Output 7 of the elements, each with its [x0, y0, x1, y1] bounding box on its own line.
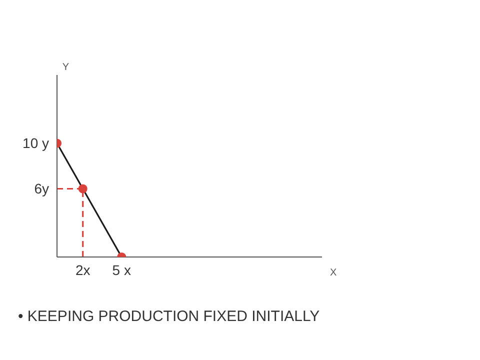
y-tick-label: 10 y — [22, 135, 49, 152]
y-axis-title: Y — [62, 62, 70, 74]
y-tick-label: 6y — [34, 180, 49, 197]
x-tick-label: 2x — [75, 262, 90, 278]
x-tick-label: 5 x — [112, 262, 131, 278]
text: • KEEPING PRODUCTION FIXED INITIALLY — [18, 308, 321, 325]
x-axis-title: X — [330, 268, 337, 279]
